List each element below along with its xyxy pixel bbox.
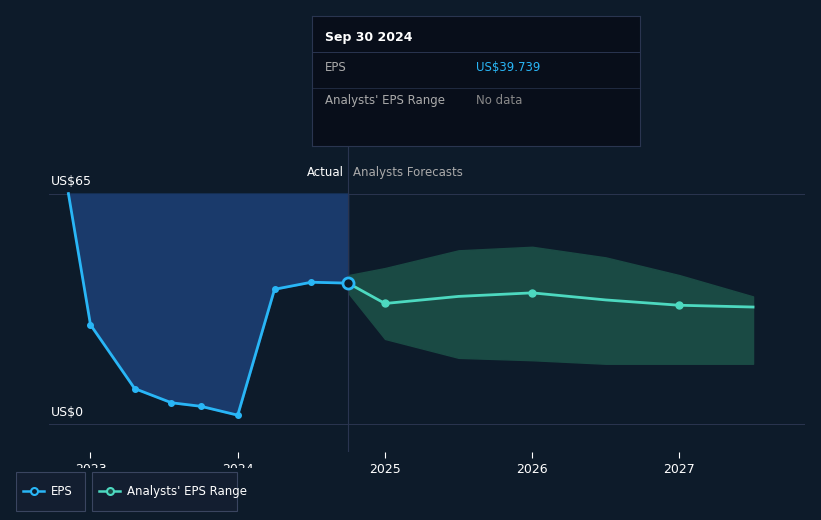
Text: EPS: EPS	[325, 61, 346, 74]
Text: US$39.739: US$39.739	[476, 61, 540, 74]
Text: Analysts' EPS Range: Analysts' EPS Range	[126, 485, 247, 498]
Text: US$65: US$65	[51, 175, 92, 188]
Text: Analysts Forecasts: Analysts Forecasts	[352, 166, 462, 179]
FancyBboxPatch shape	[92, 472, 237, 511]
Text: No data: No data	[476, 94, 522, 107]
Text: US$0: US$0	[51, 406, 84, 419]
Text: Actual: Actual	[307, 166, 344, 179]
Text: Sep 30 2024: Sep 30 2024	[325, 31, 413, 44]
Text: Analysts' EPS Range: Analysts' EPS Range	[325, 94, 445, 107]
Text: EPS: EPS	[51, 485, 72, 498]
FancyBboxPatch shape	[16, 472, 85, 511]
